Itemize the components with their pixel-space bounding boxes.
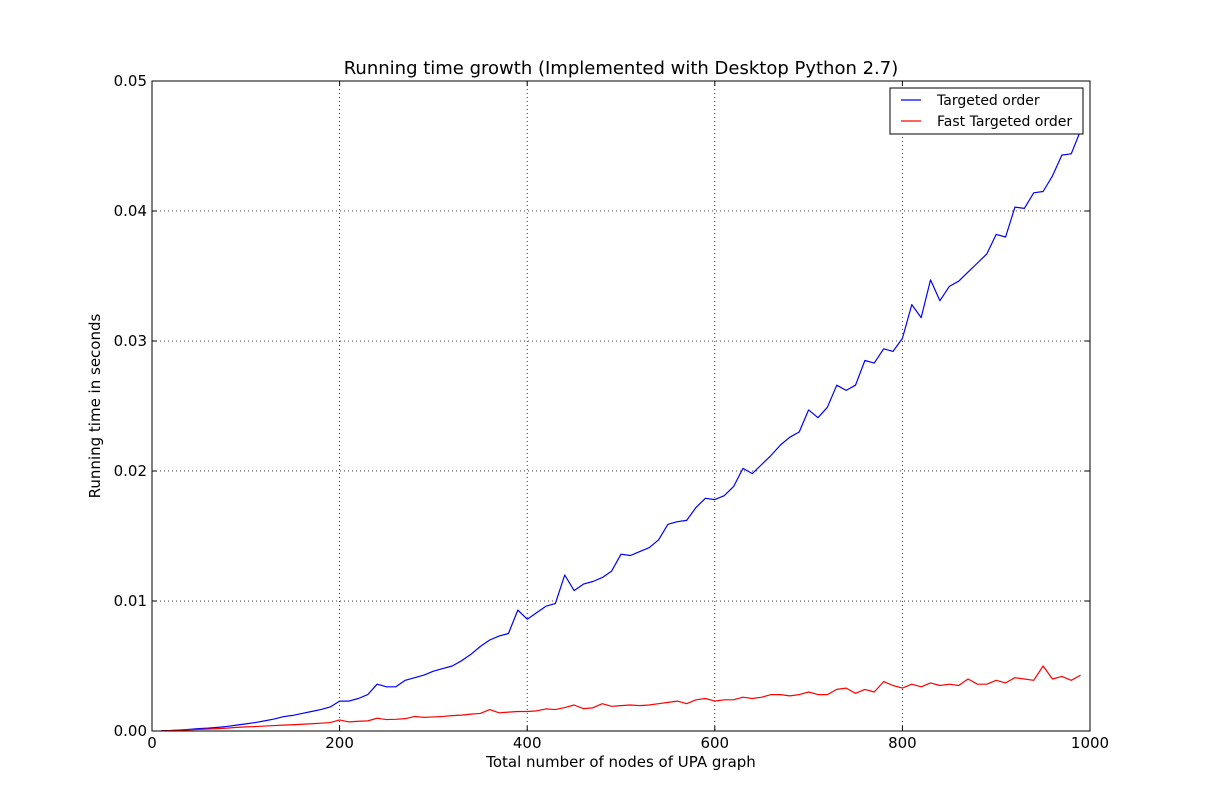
x-tick-label: 200	[325, 734, 354, 752]
series-line-targeted-order	[161, 130, 1082, 732]
grid	[152, 81, 1090, 731]
x-tick-label: 0	[147, 734, 157, 752]
axis-ticks: 0 200 400 600 800 1000 0.00 0.01 0.02 0.03 0.04 0.0…	[114, 72, 1110, 752]
x-tick-label: 1000	[1071, 734, 1109, 752]
x-tick-label: 400	[513, 734, 542, 752]
legend-box	[889, 87, 1084, 135]
legend: Targeted order Fast Targeted order	[889, 87, 1084, 135]
y-tick-label: 0.01	[114, 592, 147, 610]
x-tick-label: 800	[888, 734, 917, 752]
y-axis-label: Running time in seconds	[86, 313, 104, 498]
y-tick-label: 0.02	[114, 462, 147, 480]
y-tick-label: 0.00	[114, 722, 147, 740]
chart-title: Running time growth (Implemented with De…	[344, 58, 899, 79]
series-line-fast-targeted-order	[161, 665, 1081, 732]
x-tick-label: 600	[700, 734, 729, 752]
x-axis-label: Total number of nodes of UPA graph	[485, 753, 756, 771]
y-tick-label: 0.04	[114, 202, 147, 220]
legend-label-fast-targeted-order: Fast Targeted order	[937, 114, 1072, 130]
plot-frame	[151, 80, 1091, 732]
series-lines	[161, 130, 1082, 732]
y-tick-label: 0.05	[114, 72, 147, 90]
legend-label-targeted-order: Targeted order	[936, 93, 1040, 109]
y-tick-label: 0.03	[114, 332, 147, 350]
